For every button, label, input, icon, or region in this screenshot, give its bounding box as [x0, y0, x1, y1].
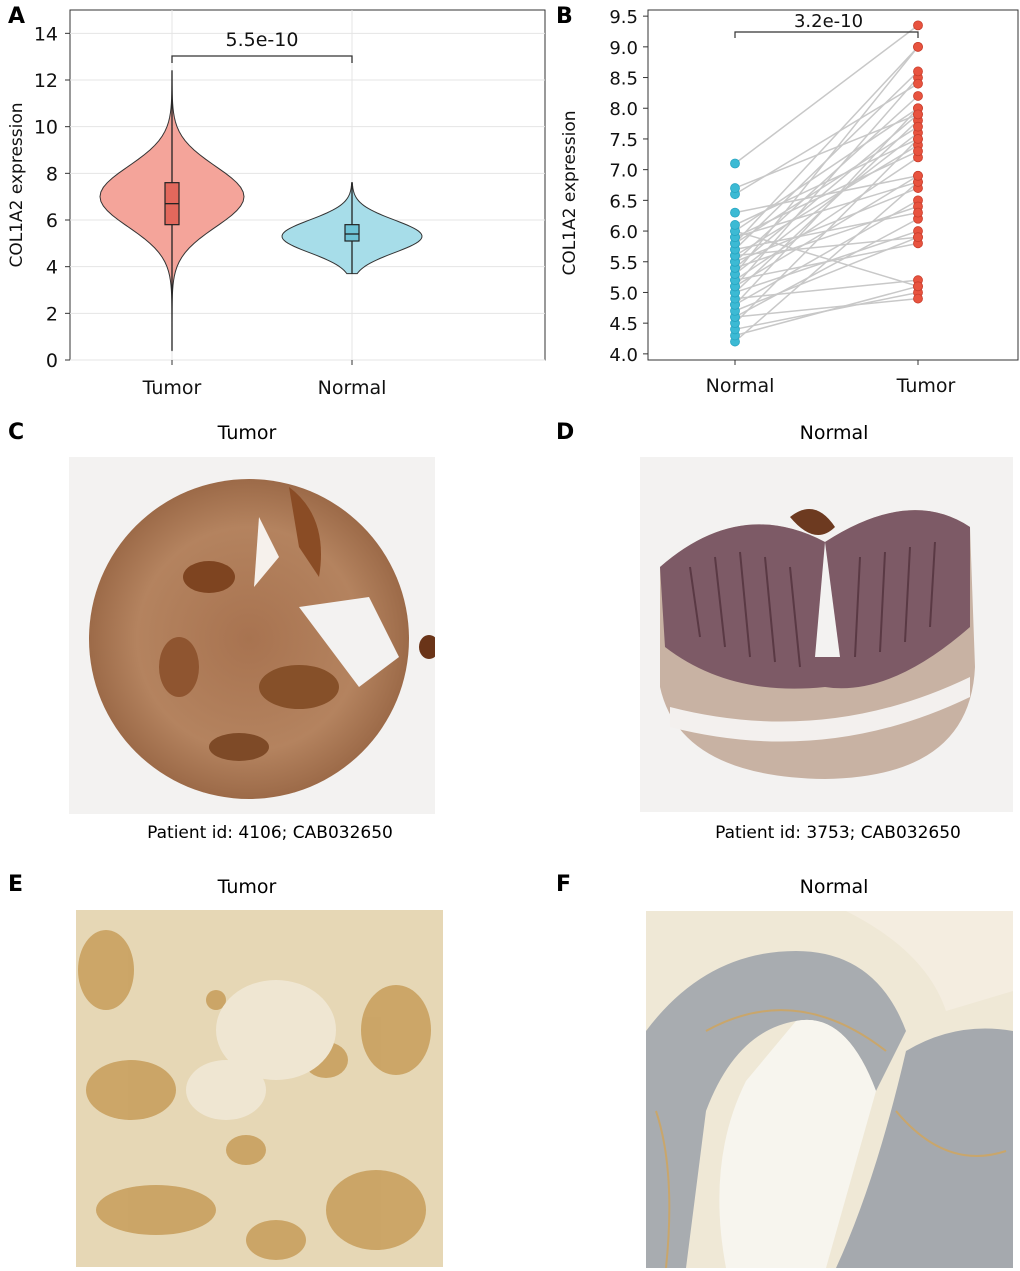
pair-line: [734, 113, 919, 269]
y-tick-label: 0: [46, 350, 58, 372]
significance-bracket-b: [734, 31, 919, 38]
panel-letter-e: E: [8, 872, 24, 897]
significance-bracket-a: [171, 55, 353, 63]
tissue-image-f: [646, 911, 1013, 1268]
point-tumor: [913, 121, 923, 132]
y-tick-label: 5.5: [609, 253, 638, 274]
pair-line: [734, 205, 919, 269]
point-normal: [730, 158, 740, 169]
plot-frame-b: [647, 9, 1019, 361]
pair-line: [734, 242, 919, 281]
point-tumor: [913, 41, 923, 52]
point-normal: [730, 183, 740, 193]
pair-line: [734, 199, 919, 306]
point-tumor: [913, 232, 923, 243]
x-tick-label: Tumor: [896, 375, 956, 397]
y-tick-label: 6.5: [609, 191, 638, 212]
point-tumor: [913, 146, 923, 157]
pair-line: [734, 279, 919, 300]
pair-line: [734, 119, 919, 294]
y-tick-label: 4.5: [609, 314, 638, 335]
pair-line: [734, 218, 919, 318]
tissue-image-e: [76, 910, 443, 1267]
y-tick-label: 8: [46, 163, 58, 185]
y-tick-label: 4: [46, 257, 58, 279]
point-tumor: [913, 78, 923, 89]
point-normal: [730, 220, 740, 230]
x-tick-label: Normal: [706, 375, 775, 397]
point-tumor: [913, 66, 923, 77]
panel-e-title: Tumor: [217, 876, 277, 898]
y-axis-label: COL1A2 expression: [560, 110, 580, 275]
point-tumor: [913, 134, 923, 144]
p-value-label-b: 3.2e-10: [794, 11, 863, 32]
y-tick-label: 10: [34, 117, 58, 139]
x-tick-label: Tumor: [142, 377, 202, 399]
pair-line: [734, 211, 919, 251]
panel-letter-f: F: [556, 872, 572, 897]
panel-letter-b: B: [556, 4, 573, 29]
pair-line: [734, 126, 919, 244]
point-tumor: [913, 109, 923, 120]
pair-line: [734, 230, 919, 288]
y-tick-label: 2: [46, 303, 58, 325]
point-tumor: [913, 170, 923, 181]
panel-letter-c: C: [8, 420, 25, 445]
panel-d-caption: Patient id: 3753; CAB032650: [715, 823, 961, 843]
pair-line: [734, 175, 919, 214]
pair-line: [734, 70, 919, 251]
pair-line: [734, 297, 919, 318]
point-tumor: [913, 293, 923, 304]
pair-line: [734, 156, 919, 281]
y-tick-label: 9.0: [609, 38, 638, 59]
pair-line: [734, 46, 919, 244]
point-tumor: [913, 20, 923, 31]
y-tick-label: 7.5: [609, 130, 638, 151]
pair-line: [734, 144, 919, 257]
panel-d-title: Normal: [799, 422, 869, 444]
tissue-image-c: [69, 457, 435, 814]
panel-letter-a: A: [8, 4, 26, 29]
pair-line: [734, 291, 919, 331]
panel-c-caption: Patient id: 4106; CAB032650: [147, 823, 393, 843]
box-normal: [344, 224, 360, 242]
pair-line: [734, 181, 919, 238]
y-tick-label: 8.5: [609, 69, 638, 90]
x-tick-label: Normal: [318, 377, 387, 399]
pair-line: [734, 113, 919, 189]
pair-line: [734, 138, 919, 226]
point-tumor: [913, 281, 923, 292]
y-tick-label: 14: [34, 23, 58, 45]
pair-line: [734, 236, 919, 257]
y-tick-label: 9.5: [609, 7, 638, 28]
panel-c-title: Tumor: [217, 422, 277, 444]
tissue-image-d: [640, 457, 1013, 812]
y-tick-label: 5.0: [609, 283, 638, 304]
y-axis-label: COL1A2 expression: [7, 102, 27, 267]
pair-line: [734, 24, 919, 165]
pair-line: [734, 132, 919, 275]
pair-line: [734, 187, 919, 263]
panel-letter-d: D: [556, 420, 575, 445]
charts-canvas: 0 2 4 6 8 10 12 14 Tumor Normal COL1A2 expression 5…: [7, 7, 1019, 399]
y-tick-label: 7.0: [609, 161, 638, 182]
y-tick-label: 4.0: [609, 345, 638, 366]
point-normal: [730, 207, 740, 218]
y-tick-label: 6: [46, 210, 58, 232]
point-tumor: [913, 91, 923, 101]
pair-line: [734, 95, 919, 263]
p-value-label-a: 5.5e-10: [226, 29, 299, 51]
panel-f-title: Normal: [799, 876, 869, 898]
y-tick-label: 6.0: [609, 222, 638, 243]
y-tick-label: 8.0: [609, 99, 638, 120]
y-tick-label: 12: [34, 70, 58, 92]
point-tumor: [913, 207, 923, 218]
